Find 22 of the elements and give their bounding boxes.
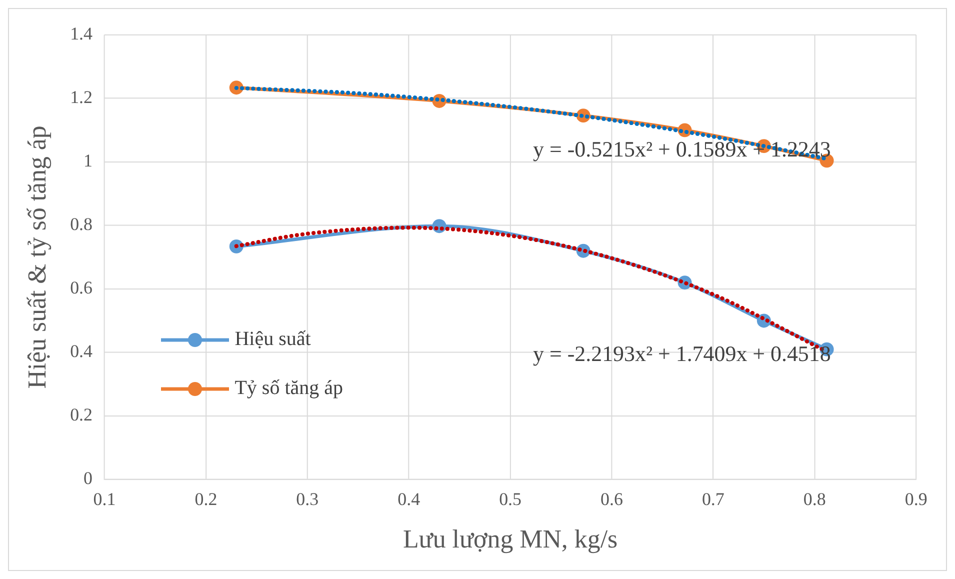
x-tick-label: 0.7: [702, 488, 724, 509]
x-tick-label: 0.2: [194, 488, 218, 509]
legend-label: Tỷ số tăng áp: [234, 377, 343, 400]
y-tick-label: 1: [84, 150, 93, 171]
y-tick-label: 0.4: [70, 341, 93, 362]
y-tick-label: 0: [84, 468, 93, 488]
y-tick-label: 0.2: [70, 404, 93, 425]
y-tick-label: 1.2: [70, 87, 93, 108]
annotation: y = -2.2193x² + 1.7409x + 0.4518: [533, 340, 831, 366]
x-axis-title: Lưu lượng MN, kg/s: [402, 524, 618, 554]
x-tick-label: 0.9: [904, 488, 928, 509]
x-tick-label: 0.3: [296, 488, 319, 509]
y-axis-title: Hiệu suất & tỷ số tăng áp: [22, 126, 52, 389]
legend-label: Hiệu suất: [234, 328, 311, 352]
x-tick-label: 0.8: [803, 488, 826, 509]
y-tick-label: 0.8: [70, 214, 93, 234]
y-tick-label: 1.4: [70, 24, 93, 44]
x-tick-label: 0.5: [499, 488, 522, 509]
x-tick-label: 0.6: [600, 488, 623, 509]
x-tick-label: 0.1: [93, 488, 116, 509]
x-tick-label: 0.4: [398, 488, 420, 509]
y-tick-label: 0.6: [70, 278, 93, 298]
